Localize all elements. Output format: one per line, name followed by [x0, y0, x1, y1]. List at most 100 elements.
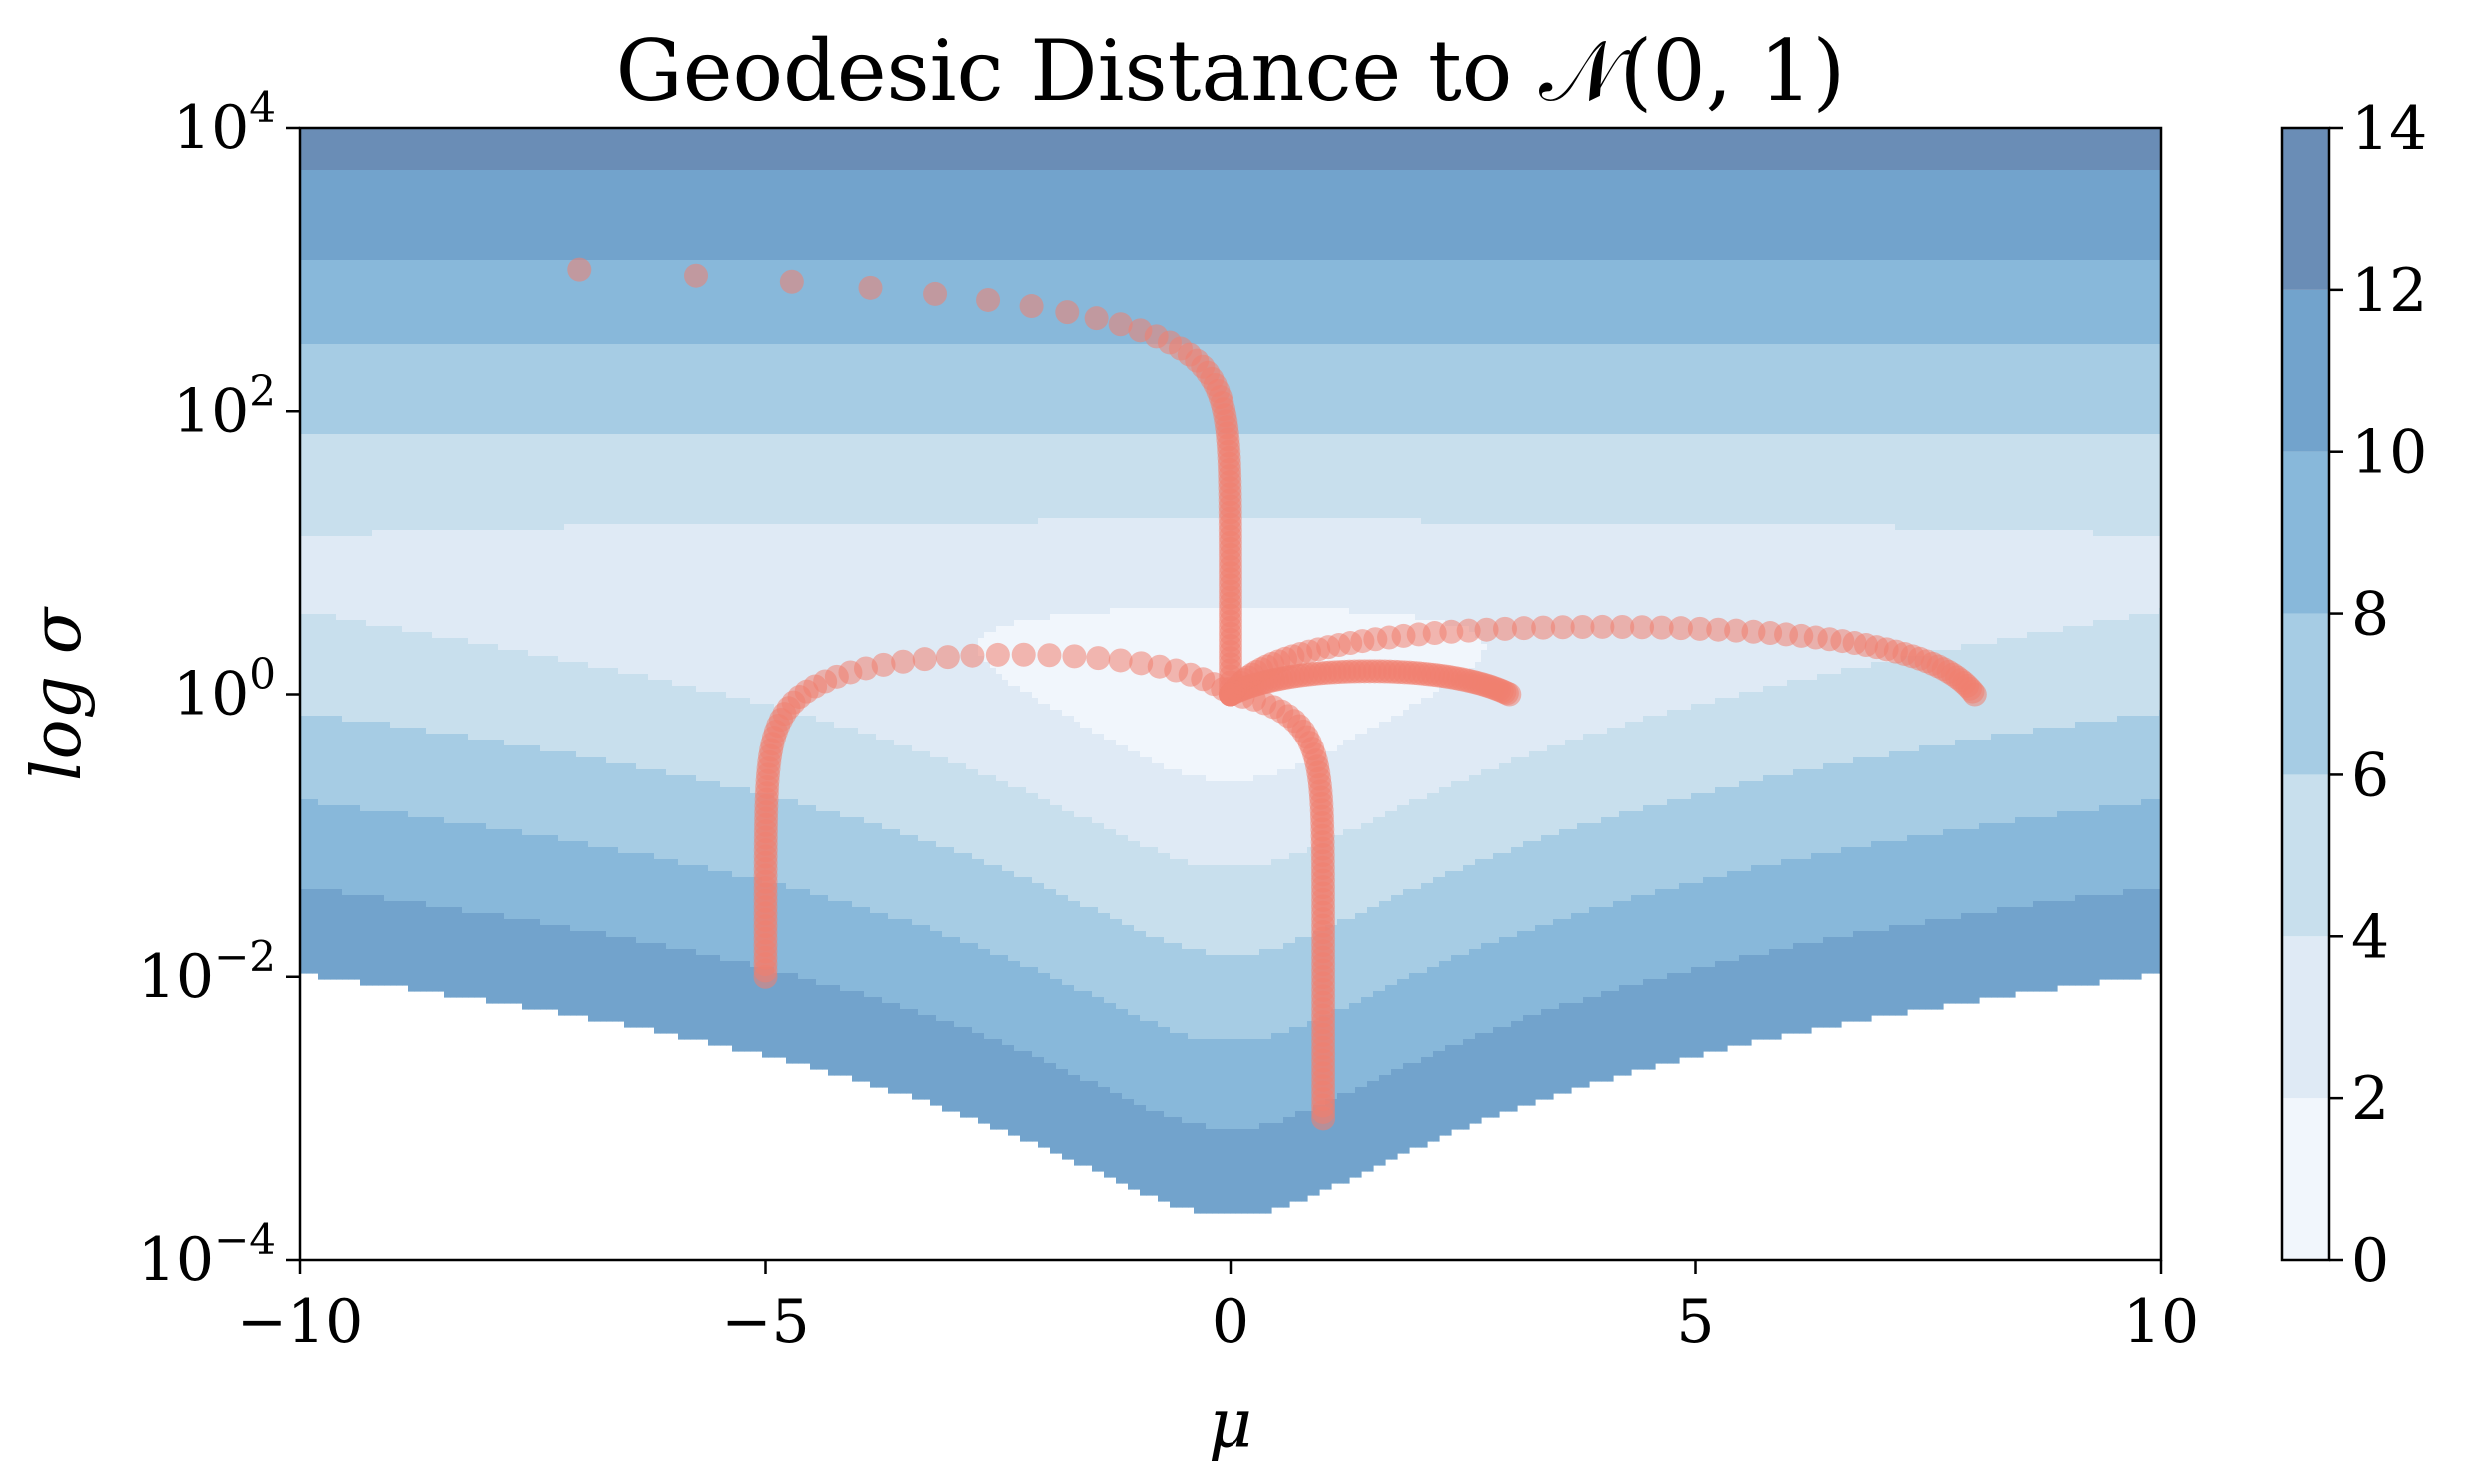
contour-cell [1769, 524, 1776, 687]
contour-cell [1038, 170, 1045, 261]
contour-cell [1595, 170, 1602, 261]
contour-cell [1128, 608, 1135, 752]
y-tick-label: 100 [173, 650, 276, 730]
contour-cell [1062, 434, 1069, 519]
contour-cell [612, 344, 619, 435]
contour-cell [2141, 536, 2148, 615]
contour-cell [1805, 680, 1812, 770]
contour-cell [1925, 128, 1932, 171]
contour-cell [936, 344, 943, 435]
contour-cell [978, 344, 985, 435]
contour-cell [1050, 889, 1057, 980]
contour-cell [858, 524, 865, 735]
contour-cell [372, 626, 379, 723]
contour-cell [1038, 434, 1045, 519]
contour-cell [336, 344, 343, 435]
contour-cell [1247, 344, 1254, 435]
contour-cell [1583, 170, 1590, 261]
contour-cell [2081, 434, 2088, 531]
contour-cell [1140, 434, 1147, 519]
contour-cell [702, 344, 709, 435]
contour-cell [642, 524, 649, 675]
contour-cell [1259, 775, 1266, 866]
contour-cell [996, 128, 1003, 171]
contour-cell [972, 260, 979, 345]
contour-cell [2153, 716, 2160, 800]
contour-cell [2129, 128, 2136, 171]
contour-cell [2033, 817, 2040, 902]
contour-cell [1331, 434, 1338, 519]
contour-cell [582, 344, 589, 435]
contour-cell [402, 128, 409, 171]
contour-cell [1319, 128, 1326, 171]
contour-cell [1146, 937, 1153, 1022]
contour-cell [426, 344, 433, 435]
contour-cell [1871, 841, 1878, 932]
contour-cell [972, 1033, 979, 1118]
contour-cell [1367, 170, 1374, 261]
contour-cell [1487, 769, 1494, 860]
contour-cell [900, 745, 907, 836]
contour-cell [1493, 943, 1500, 1028]
contour-cell [1253, 1129, 1260, 1214]
contour-cell [1721, 877, 1728, 962]
contour-cell [1164, 853, 1171, 944]
contour-cell [384, 170, 391, 261]
contour-cell [1907, 128, 1914, 171]
contour-cell [1565, 829, 1572, 920]
contour-cell [2069, 128, 2076, 171]
contour-cell [348, 434, 355, 537]
contour-cell [1727, 434, 1734, 525]
contour-cell [1691, 434, 1698, 525]
contour-cell [960, 853, 967, 944]
contour-cell [1110, 518, 1117, 609]
contour-cell [1385, 128, 1392, 171]
contour-cell [1835, 128, 1842, 171]
contour-cell [1649, 128, 1656, 171]
contour-cell [1134, 1105, 1141, 1190]
contour-cell [828, 901, 835, 986]
contour-cell [978, 524, 985, 639]
contour-cell [1889, 662, 1896, 752]
contour-cell [354, 722, 361, 806]
contour-cell [2003, 128, 2010, 171]
contour-cell [1505, 853, 1512, 938]
contour-cell [846, 728, 853, 818]
contour-cell [1080, 991, 1087, 1082]
contour-cell [1571, 260, 1578, 345]
contour-cell [2093, 170, 2100, 261]
geodesic-point [1219, 682, 1242, 707]
contour-cell [438, 170, 445, 261]
contour-cell [1673, 889, 1680, 974]
contour-cell [2075, 811, 2082, 896]
contour-cell [1493, 434, 1500, 525]
contour-cell [1361, 734, 1368, 824]
contour-cell [1619, 344, 1626, 435]
contour-cell [828, 985, 835, 1076]
contour-cell [2015, 907, 2022, 992]
contour-cell [2141, 889, 2148, 974]
contour-cell [450, 530, 457, 639]
contour-cell [504, 260, 511, 345]
contour-cell [2147, 128, 2154, 171]
contour-cell [1817, 434, 1824, 525]
contour-cell [1433, 967, 1440, 1052]
contour-cell [606, 847, 613, 938]
contour-cell [1727, 698, 1734, 788]
contour-cell [1565, 919, 1572, 1004]
contour-cell [1343, 1093, 1350, 1184]
contour-cell [924, 128, 931, 171]
contour-cell [1277, 859, 1284, 950]
contour-cell [1164, 344, 1171, 435]
contour-cell [1080, 434, 1087, 519]
contour-cell [786, 973, 793, 1064]
contour-cell [2099, 128, 2106, 171]
contour-cell [1343, 128, 1350, 171]
contour-cell [978, 434, 985, 525]
contour-cell [1104, 434, 1111, 519]
contour-cell [1637, 170, 1644, 261]
contour-cell [894, 524, 901, 746]
contour-cell [522, 128, 529, 171]
contour-cell [792, 128, 799, 171]
contour-cell [1769, 775, 1776, 866]
